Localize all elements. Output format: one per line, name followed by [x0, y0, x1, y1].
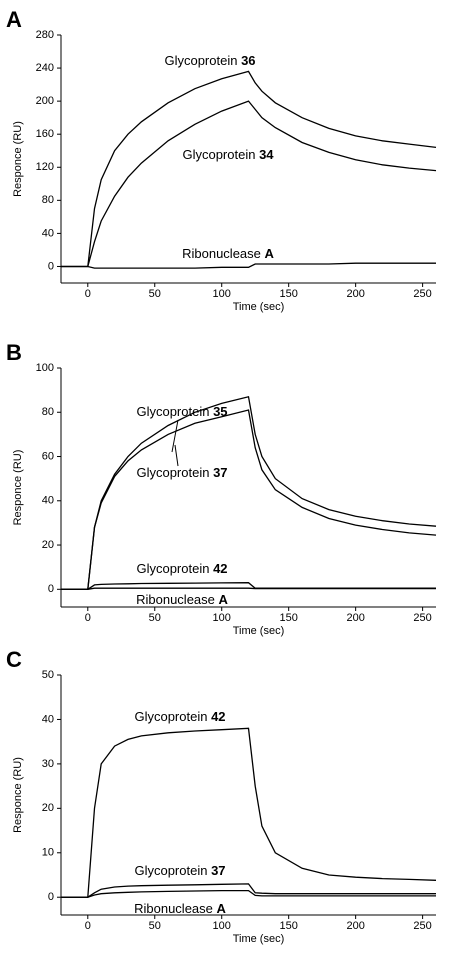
series-line: [61, 727, 437, 898]
x-tick-label: 250: [413, 288, 431, 300]
y-tick-label: 50: [42, 669, 54, 681]
y-tick-label: 80: [42, 194, 54, 206]
x-tick-label: 200: [346, 920, 364, 932]
x-tick-label: 100: [213, 612, 231, 624]
series-label: Ribonuclease A: [182, 246, 274, 261]
x-tick-label: 150: [279, 288, 297, 300]
leader-line: [171, 419, 179, 453]
y-tick-label: 240: [36, 62, 54, 74]
y-axis-label: Responce (RU): [12, 450, 24, 526]
y-tick-label: 40: [42, 227, 54, 239]
series-label: Ribonuclease A: [136, 592, 228, 607]
x-tick-label: 100: [213, 288, 231, 300]
y-tick-label: 0: [48, 583, 54, 595]
y-tick-label: 200: [36, 95, 54, 107]
series-label: Glycoprotein 42: [134, 709, 225, 724]
y-tick-label: 40: [42, 713, 54, 725]
x-tick-label: 50: [149, 920, 161, 932]
x-tick-label: 100: [213, 920, 231, 932]
series-label: Glycoprotein 37: [134, 863, 225, 878]
y-tick-label: 10: [42, 847, 54, 859]
y-tick-label: 30: [42, 758, 54, 770]
series-line: [61, 396, 437, 590]
x-tick-label: 200: [346, 612, 364, 624]
series-label: Glycoprotein 35: [136, 404, 227, 419]
x-tick-label: 200: [346, 288, 364, 300]
x-tick-label: 250: [413, 920, 431, 932]
panel-letter: B: [6, 340, 22, 365]
x-axis-label: Time (sec): [233, 301, 285, 313]
leader-line: [174, 444, 179, 467]
series-label: Glycoprotein 34: [182, 147, 274, 162]
y-axis-label: Responce (RU): [12, 757, 24, 833]
y-tick-label: 40: [42, 495, 54, 507]
y-tick-label: 60: [42, 450, 54, 462]
x-tick-label: 50: [149, 612, 161, 624]
x-tick-label: 150: [279, 612, 297, 624]
series-line: [61, 409, 437, 590]
x-tick-label: 250: [413, 612, 431, 624]
y-tick-label: 20: [42, 802, 54, 814]
x-tick-label: 0: [85, 288, 91, 300]
x-tick-label: 150: [279, 920, 297, 932]
panel-letter: A: [6, 7, 22, 32]
series-line: [61, 587, 436, 590]
y-tick-label: 280: [36, 29, 54, 41]
series-line: [61, 70, 437, 268]
series-line: [61, 262, 436, 269]
y-axis-label: Responce (RU): [12, 121, 24, 197]
series-label: Glycoprotein 42: [136, 561, 227, 576]
series-line: [61, 100, 437, 268]
y-tick-label: 120: [36, 161, 54, 173]
x-tick-label: 0: [85, 920, 91, 932]
x-tick-label: 0: [85, 612, 91, 624]
y-tick-label: 100: [36, 362, 54, 374]
x-axis-label: Time (sec): [233, 625, 285, 637]
y-tick-label: 160: [36, 128, 54, 140]
y-tick-label: 20: [42, 539, 54, 551]
series-label: Ribonuclease A: [134, 901, 226, 916]
y-tick-label: 0: [48, 260, 54, 272]
series-line: [61, 889, 436, 898]
x-tick-label: 50: [149, 288, 161, 300]
y-tick-label: 80: [42, 406, 54, 418]
x-axis-label: Time (sec): [233, 933, 285, 945]
y-tick-label: 0: [48, 891, 54, 903]
series-line: [61, 883, 436, 898]
series-label: Glycoprotein 36: [164, 53, 255, 68]
panel-letter: C: [6, 647, 22, 672]
series-label: Glycoprotein 37: [136, 465, 227, 480]
